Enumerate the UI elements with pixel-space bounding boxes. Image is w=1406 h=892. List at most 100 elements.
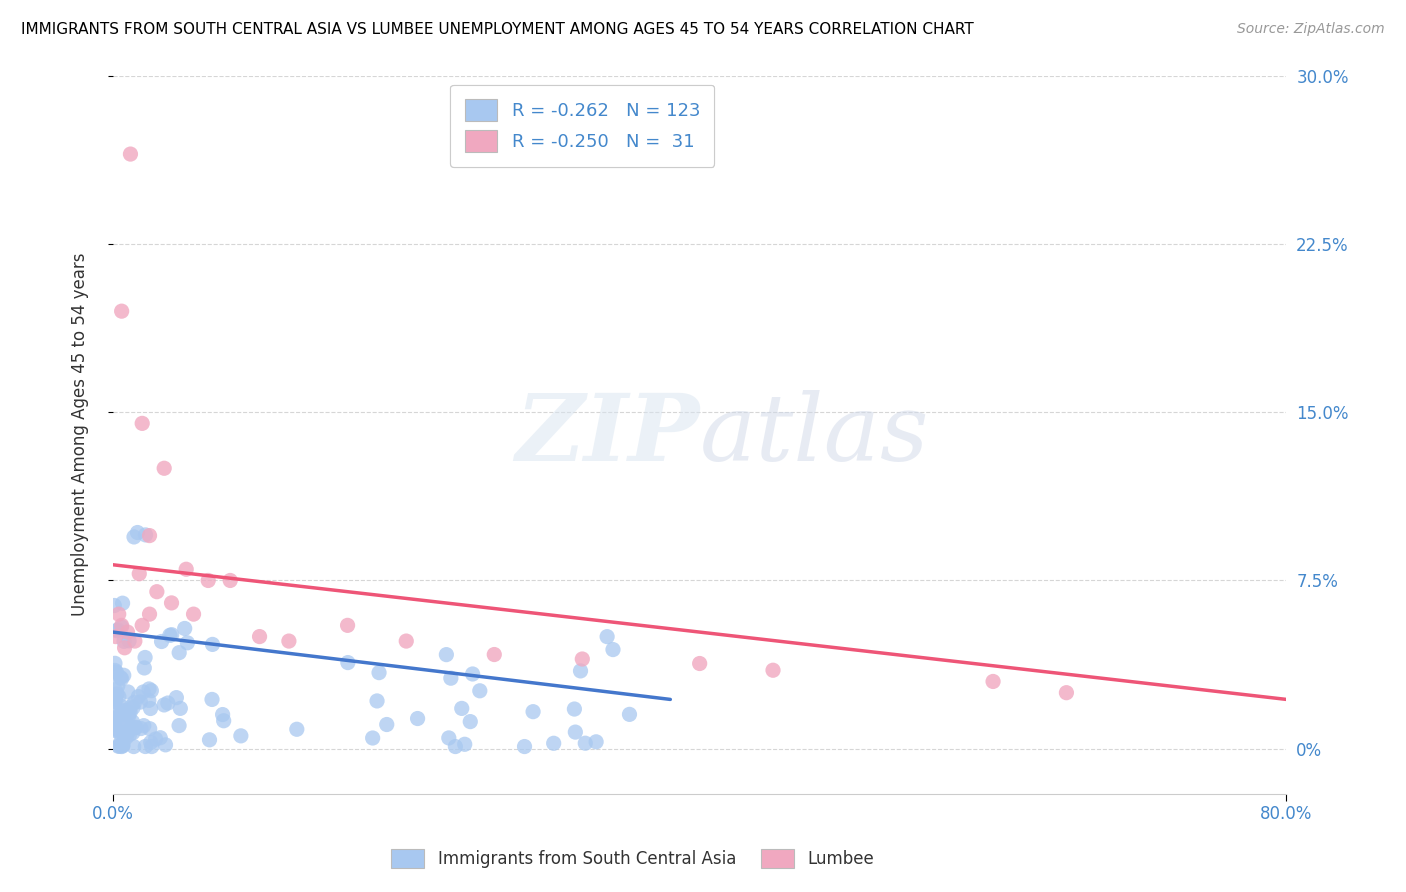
Point — [361, 731, 384, 745]
Point — [219, 574, 242, 588]
Point — [174, 562, 197, 576]
Point — [139, 701, 162, 715]
Point — [110, 726, 132, 740]
Y-axis label: Unemployment Among Ages 45 to 54 years: Unemployment Among Ages 45 to 54 years — [72, 252, 89, 616]
Point — [160, 628, 183, 642]
Point — [454, 737, 477, 751]
Point — [110, 706, 132, 721]
Point — [368, 665, 391, 680]
Point — [111, 618, 134, 632]
Point — [127, 690, 149, 704]
Point — [114, 703, 136, 717]
Point — [111, 739, 134, 754]
Point — [103, 665, 125, 680]
Point — [112, 728, 135, 742]
Point — [104, 657, 127, 671]
Point — [336, 656, 359, 670]
Point — [138, 528, 160, 542]
Point — [141, 739, 163, 754]
Point — [249, 630, 271, 644]
Point — [120, 722, 142, 736]
Point — [176, 636, 198, 650]
Point — [285, 723, 308, 737]
Point — [107, 739, 129, 754]
Point — [564, 725, 586, 739]
Point — [437, 731, 460, 745]
Point — [153, 461, 176, 475]
Point — [155, 738, 177, 752]
Point — [585, 735, 607, 749]
Point — [103, 714, 125, 729]
Point — [103, 717, 125, 731]
Point — [108, 690, 131, 704]
Point — [104, 630, 127, 644]
Point — [104, 711, 127, 725]
Point — [201, 637, 224, 651]
Point — [114, 718, 136, 732]
Point — [150, 634, 173, 648]
Point — [112, 706, 135, 721]
Point — [103, 710, 125, 724]
Point — [127, 525, 149, 540]
Point — [156, 696, 179, 710]
Text: Source: ZipAtlas.com: Source: ZipAtlas.com — [1237, 22, 1385, 37]
Point — [1054, 686, 1077, 700]
Point — [124, 721, 146, 735]
Point — [141, 683, 163, 698]
Point — [117, 625, 139, 640]
Point — [183, 607, 205, 621]
Point — [169, 701, 191, 715]
Point — [132, 685, 155, 699]
Legend: R = -0.262   N = 123, R = -0.250   N =  31: R = -0.262 N = 123, R = -0.250 N = 31 — [450, 85, 714, 167]
Point — [602, 642, 624, 657]
Point — [198, 732, 221, 747]
Point — [124, 634, 146, 648]
Point — [110, 672, 132, 686]
Point — [129, 695, 152, 709]
Point — [117, 724, 139, 739]
Point — [619, 707, 641, 722]
Point — [689, 657, 711, 671]
Legend: Immigrants from South Central Asia, Lumbee: Immigrants from South Central Asia, Lumb… — [384, 842, 882, 875]
Point — [122, 725, 145, 739]
Point — [111, 739, 134, 753]
Point — [128, 566, 150, 581]
Point — [139, 735, 162, 749]
Point — [160, 596, 183, 610]
Point — [118, 727, 141, 741]
Point — [120, 706, 142, 720]
Point — [762, 663, 785, 677]
Point — [543, 736, 565, 750]
Point — [110, 671, 132, 685]
Point — [110, 735, 132, 749]
Point — [375, 717, 398, 731]
Point — [103, 723, 125, 738]
Point — [134, 650, 156, 665]
Point — [149, 731, 172, 745]
Point — [122, 530, 145, 544]
Point — [122, 739, 145, 754]
Point — [117, 718, 139, 732]
Point — [167, 718, 190, 732]
Point — [571, 652, 593, 666]
Point — [197, 574, 219, 588]
Point — [159, 628, 181, 642]
Text: atlas: atlas — [700, 390, 929, 480]
Point — [111, 596, 134, 610]
Point — [484, 648, 506, 662]
Point — [522, 705, 544, 719]
Point — [117, 685, 139, 699]
Point — [564, 702, 586, 716]
Point — [105, 723, 128, 737]
Point — [135, 528, 157, 542]
Point — [105, 687, 128, 701]
Point — [134, 661, 156, 675]
Point — [108, 739, 131, 753]
Point — [165, 690, 187, 705]
Point — [131, 417, 153, 431]
Point — [468, 683, 491, 698]
Point — [138, 607, 160, 621]
Point — [132, 719, 155, 733]
Point — [450, 701, 472, 715]
Point — [110, 620, 132, 634]
